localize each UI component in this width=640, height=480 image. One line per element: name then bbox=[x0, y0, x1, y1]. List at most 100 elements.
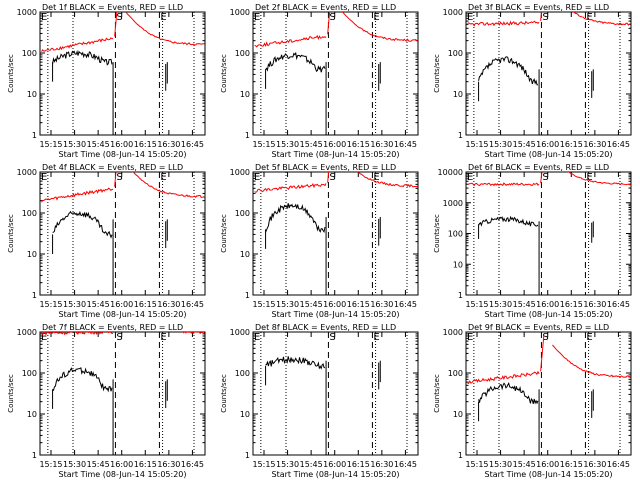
panel-title: Det 7f BLACK = Events, RED = LLD bbox=[42, 323, 183, 332]
x-axis-label: Start Time (08-Jun-14 15:05:20) bbox=[59, 310, 187, 319]
marker-label: S bbox=[542, 172, 548, 183]
x-tick-label: 15:30 bbox=[63, 460, 86, 469]
y-tick-label: 10 bbox=[27, 90, 37, 99]
x-axis-label: Start Time (08-Jun-14 15:05:20) bbox=[485, 470, 613, 479]
series-lld bbox=[540, 172, 543, 184]
y-tick-label: 10 bbox=[453, 260, 463, 269]
x-tick-label: 16:30 bbox=[157, 460, 180, 469]
x-tick-label: 16:30 bbox=[583, 300, 606, 309]
x-tick-label: 16:15 bbox=[134, 140, 157, 149]
x-tick-label: 15:30 bbox=[276, 300, 299, 309]
x-tick-label: 16:30 bbox=[157, 140, 180, 149]
y-tick-label: 1000 bbox=[17, 168, 37, 177]
y-tick-label: 100 bbox=[448, 369, 463, 378]
y-axis-label: Counts/sec bbox=[220, 214, 228, 253]
x-tick-label: 16:15 bbox=[347, 460, 370, 469]
x-axis-label: Start Time (08-Jun-14 15:05:20) bbox=[59, 150, 187, 159]
y-tick-label: 1000 bbox=[230, 8, 250, 17]
x-tick-label: 15:30 bbox=[489, 140, 512, 149]
panel-title: Det 6f BLACK = Events, RED = LLD bbox=[468, 163, 609, 172]
y-axis-label: Counts/sec bbox=[433, 214, 441, 253]
x-tick-label: 15:30 bbox=[63, 140, 86, 149]
x-axis-label: Start Time (08-Jun-14 15:05:20) bbox=[59, 470, 187, 479]
marker-label: E bbox=[160, 172, 166, 183]
marker-label: S bbox=[542, 332, 548, 343]
marker-label: S bbox=[329, 332, 335, 343]
y-tick-label: 1 bbox=[458, 131, 463, 140]
series-events bbox=[478, 215, 539, 227]
series-lld bbox=[327, 172, 330, 183]
x-tick-label: 15:30 bbox=[276, 460, 299, 469]
y-tick-label: 1000 bbox=[230, 168, 250, 177]
y-tick-label: 1 bbox=[245, 291, 250, 300]
x-axis-label: Start Time (08-Jun-14 15:05:20) bbox=[272, 150, 400, 159]
x-tick-label: 16:00 bbox=[323, 300, 346, 309]
x-tick-label: 16:45 bbox=[607, 460, 630, 469]
series-lld bbox=[357, 172, 418, 188]
panel-det-6: Det 6f BLACK = Events, RED = LLD 1 10 100 10… bbox=[433, 163, 632, 319]
x-tick-label: 16:00 bbox=[110, 460, 133, 469]
marker-label: E bbox=[160, 12, 166, 23]
y-tick-label: 100 bbox=[448, 49, 463, 58]
x-tick-label: 15:45 bbox=[87, 140, 110, 149]
series-lld bbox=[175, 332, 205, 335]
y-tick-label: 100 bbox=[448, 230, 463, 239]
plot-frame bbox=[39, 11, 206, 136]
marker-label: E bbox=[373, 332, 379, 343]
y-axis-label: Counts/sec bbox=[433, 374, 441, 413]
x-tick-label: 16:15 bbox=[347, 300, 370, 309]
plot-frame bbox=[465, 11, 632, 136]
x-tick-label: 15:30 bbox=[276, 140, 299, 149]
marker-label: E bbox=[373, 172, 379, 183]
y-tick-label: 100 bbox=[235, 49, 250, 58]
marker-label: S bbox=[542, 12, 548, 23]
series-lld bbox=[41, 187, 114, 203]
y-tick-label: 10 bbox=[27, 250, 37, 259]
y-tick-label: 1 bbox=[458, 291, 463, 300]
x-tick-label: 16:15 bbox=[347, 140, 370, 149]
panel-title: Det 5f BLACK = Events, RED = LLD bbox=[255, 163, 396, 172]
marker-label: E bbox=[586, 12, 592, 23]
panel-det-4: Det 4f BLACK = Events, RED = LLD 1 10 100 10… bbox=[7, 163, 206, 319]
series-lld bbox=[132, 172, 205, 199]
x-axis-label: Start Time (08-Jun-14 15:05:20) bbox=[272, 470, 400, 479]
x-tick-label: 16:00 bbox=[110, 300, 133, 309]
series-lld bbox=[41, 332, 114, 336]
y-tick-label: 1000 bbox=[17, 328, 37, 337]
series-events bbox=[52, 367, 113, 393]
series-events bbox=[265, 356, 326, 370]
panel-det-3: Det 3f BLACK = Events, RED = LLD 1 10 100 10… bbox=[433, 3, 632, 159]
series-events bbox=[265, 203, 326, 233]
series-lld bbox=[467, 370, 540, 384]
y-tick-label: 10 bbox=[453, 410, 463, 419]
x-tick-label: 16:00 bbox=[536, 140, 559, 149]
x-tick-label: 15:30 bbox=[63, 300, 86, 309]
x-tick-label: 16:15 bbox=[560, 460, 583, 469]
series-events bbox=[478, 56, 539, 86]
marker-label: E bbox=[586, 172, 592, 183]
x-tick-label: 15:15 bbox=[465, 460, 488, 469]
marker-label: S bbox=[329, 172, 335, 183]
x-tick-label: 15:45 bbox=[513, 460, 536, 469]
x-axis-label: Start Time (08-Jun-14 15:05:20) bbox=[272, 310, 400, 319]
x-tick-label: 16:15 bbox=[134, 300, 157, 309]
x-tick-label: 15:15 bbox=[39, 140, 62, 149]
x-tick-label: 16:45 bbox=[394, 460, 417, 469]
x-tick-label: 15:45 bbox=[513, 300, 536, 309]
marker-label: E bbox=[41, 12, 47, 23]
panel-det-7: Det 7f BLACK = Events, RED = LLD 1 10 100 10… bbox=[7, 323, 206, 479]
plot-frame bbox=[252, 331, 419, 456]
series-lld bbox=[254, 34, 327, 48]
marker-label: E bbox=[254, 172, 260, 183]
panel-title: Det 8f BLACK = Events, RED = LLD bbox=[255, 323, 396, 332]
series-lld bbox=[552, 344, 631, 379]
series-lld bbox=[540, 12, 542, 21]
x-tick-label: 15:30 bbox=[489, 460, 512, 469]
x-tick-label: 16:45 bbox=[607, 140, 630, 149]
x-tick-label: 16:30 bbox=[583, 140, 606, 149]
x-tick-label: 16:15 bbox=[560, 140, 583, 149]
x-tick-label: 16:45 bbox=[607, 300, 630, 309]
x-tick-label: 16:45 bbox=[394, 300, 417, 309]
marker-label: S bbox=[116, 332, 122, 343]
y-tick-label: 10 bbox=[240, 410, 250, 419]
